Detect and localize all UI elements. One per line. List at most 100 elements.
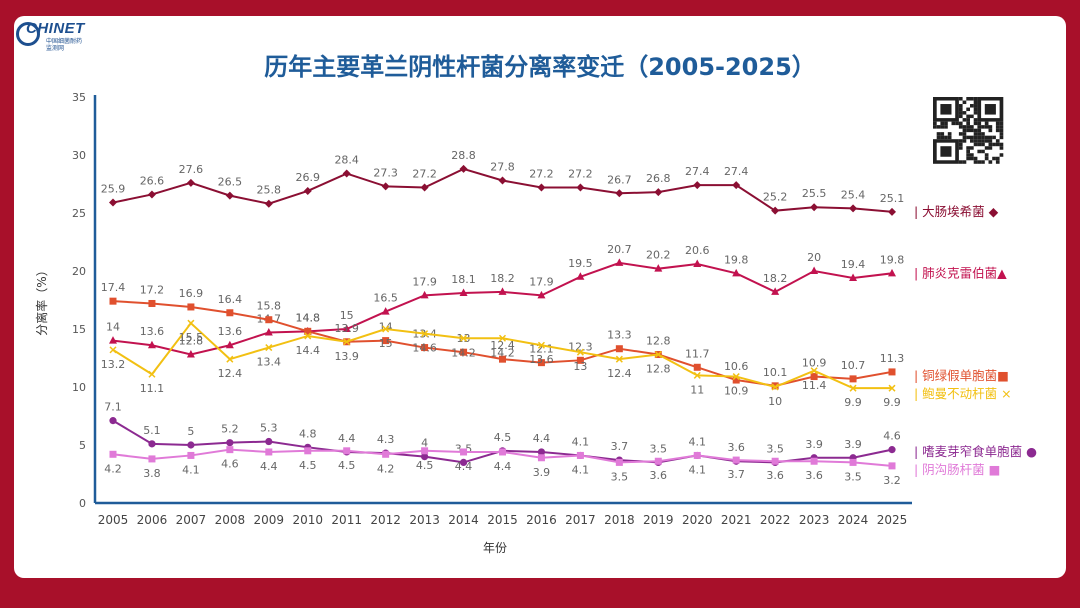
data-point <box>888 462 896 470</box>
data-point <box>460 334 468 342</box>
data-point <box>226 446 234 454</box>
data-label: 26.8 <box>646 172 671 185</box>
data-label: 11.4 <box>802 379 827 392</box>
data-point <box>381 182 390 191</box>
data-point <box>537 454 545 462</box>
data-point <box>109 297 117 305</box>
data-label: 4.1 <box>689 435 707 448</box>
data-point <box>147 340 156 349</box>
data-point <box>810 266 819 274</box>
data-label: 13.6 <box>529 353 554 366</box>
data-label: 26.6 <box>140 174 165 187</box>
data-label: 5.3 <box>260 422 278 435</box>
x-tick-label: 2009 <box>254 513 285 527</box>
data-point <box>265 316 273 324</box>
data-label: 18.1 <box>451 273 476 286</box>
data-point <box>537 183 546 192</box>
data-point <box>498 176 507 185</box>
data-point <box>693 363 701 371</box>
data-label: 10.6 <box>724 360 749 373</box>
data-point <box>148 370 156 378</box>
data-point <box>498 334 507 342</box>
data-point <box>421 344 429 352</box>
data-point <box>303 186 312 195</box>
data-label: 13.6 <box>218 325 243 338</box>
data-point <box>771 457 779 465</box>
data-label: 4.4 <box>338 432 356 445</box>
data-label: 28.4 <box>334 154 359 167</box>
data-point <box>576 451 584 459</box>
data-point <box>226 309 234 317</box>
data-label: 3.6 <box>766 469 784 482</box>
data-point <box>499 448 506 456</box>
data-label: 25.9 <box>101 183 126 196</box>
data-label: 12.4 <box>218 367 243 380</box>
data-label: 11.3 <box>880 352 905 365</box>
data-label: 3.7 <box>727 468 745 481</box>
data-point <box>615 189 624 198</box>
data-point <box>225 340 234 349</box>
data-label: 16.9 <box>179 287 204 300</box>
data-label: 14.2 <box>490 346 515 359</box>
data-label: 25.4 <box>841 188 866 201</box>
x-tick-label: 2014 <box>448 513 479 527</box>
data-label: 4.3 <box>377 433 395 446</box>
data-label: 13.4 <box>257 356 282 369</box>
page-title: 历年主要革兰阴性杆菌分离率变迁（2005-2025） <box>264 53 816 81</box>
data-label: 19.4 <box>841 258 866 271</box>
data-label: 4.2 <box>377 462 395 475</box>
data-label: 27.3 <box>373 166 398 179</box>
data-label: 19.8 <box>724 253 749 266</box>
logo-sub2: 监测网 <box>46 45 65 52</box>
data-label: 4.4 <box>260 460 278 473</box>
y-axis-label: 分离率（%） <box>34 264 49 335</box>
data-label: 26.7 <box>607 173 632 186</box>
data-point <box>421 330 429 338</box>
data-point <box>537 341 545 349</box>
data-label: 4.5 <box>299 459 317 472</box>
data-label: 13.3 <box>607 329 632 342</box>
data-label: 13.6 <box>140 325 165 338</box>
data-point <box>186 350 195 358</box>
data-label: 25.2 <box>763 191 788 204</box>
data-point <box>109 346 117 354</box>
data-label: 17.4 <box>101 281 126 294</box>
data-label: 15.8 <box>257 300 282 313</box>
data-point <box>147 190 156 199</box>
data-point <box>499 355 506 363</box>
data-label: 3.8 <box>143 467 161 480</box>
data-point <box>226 439 234 447</box>
data-point <box>888 446 896 454</box>
data-label: 3.5 <box>611 470 629 483</box>
data-label: 15 <box>379 337 393 350</box>
y-tick-label: 20 <box>72 265 86 278</box>
data-point <box>771 383 779 391</box>
data-point <box>771 382 779 390</box>
data-point <box>615 355 623 363</box>
data-label: 4.5 <box>338 459 356 472</box>
data-point <box>849 458 857 466</box>
data-point <box>810 203 819 212</box>
data-label: 15 <box>340 309 354 322</box>
data-label: 20.7 <box>607 243 632 256</box>
data-point <box>810 373 818 381</box>
data-point <box>732 268 741 277</box>
data-label: 12.4 <box>607 367 632 380</box>
data-label: 25.1 <box>880 192 905 205</box>
data-label: 4.4 <box>494 460 512 473</box>
data-label: 12.4 <box>490 339 515 352</box>
data-label: 16.4 <box>218 293 243 306</box>
legend-label: | 鲍曼不动杆菌 × <box>914 386 1012 401</box>
data-label: 13.9 <box>334 350 359 363</box>
data-point <box>343 338 351 346</box>
data-point <box>148 299 156 307</box>
data-label: 4.1 <box>182 463 200 476</box>
data-label: 4.4 <box>533 432 551 445</box>
data-point <box>109 417 117 425</box>
data-point <box>343 447 351 455</box>
data-label: 14.8 <box>296 311 321 324</box>
data-point <box>615 258 624 266</box>
data-point <box>576 183 585 192</box>
data-point <box>460 448 468 456</box>
data-label: 4.1 <box>572 463 590 476</box>
